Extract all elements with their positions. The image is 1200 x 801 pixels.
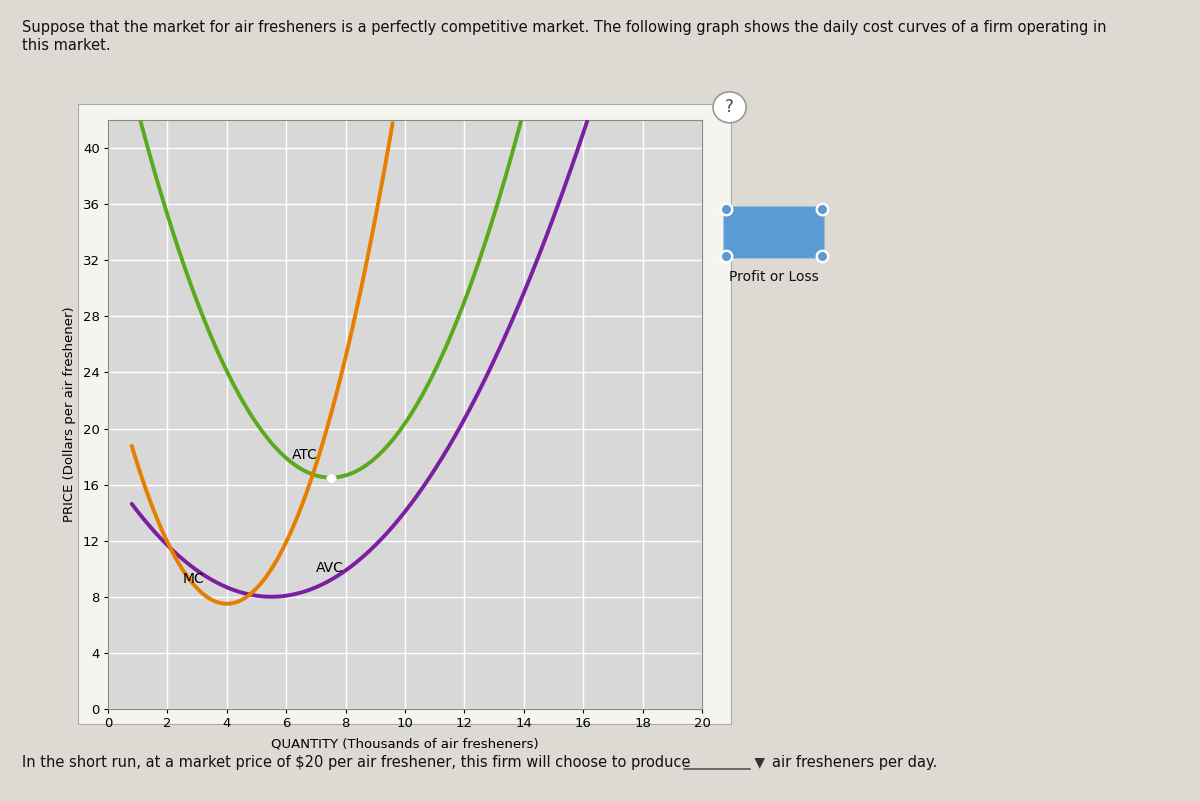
Circle shape	[713, 92, 746, 123]
Text: In the short run, at a market price of $20 per air freshener, this firm will cho: In the short run, at a market price of $…	[22, 755, 690, 770]
Text: AVC: AVC	[316, 561, 343, 574]
Text: ?: ?	[725, 99, 734, 116]
Y-axis label: PRICE (Dollars per air freshener): PRICE (Dollars per air freshener)	[62, 307, 76, 522]
Text: Suppose that the market for air fresheners is a perfectly competitive market. Th: Suppose that the market for air freshene…	[22, 20, 1106, 35]
Text: ▼: ▼	[750, 755, 766, 770]
Text: MC: MC	[182, 572, 204, 586]
FancyBboxPatch shape	[725, 207, 823, 258]
Text: air fresheners per day.: air fresheners per day.	[772, 755, 937, 770]
Text: Profit or Loss: Profit or Loss	[730, 270, 818, 284]
X-axis label: QUANTITY (Thousands of air fresheners): QUANTITY (Thousands of air fresheners)	[271, 737, 539, 751]
Text: this market.: this market.	[22, 38, 110, 54]
Text: ATC: ATC	[292, 449, 318, 462]
